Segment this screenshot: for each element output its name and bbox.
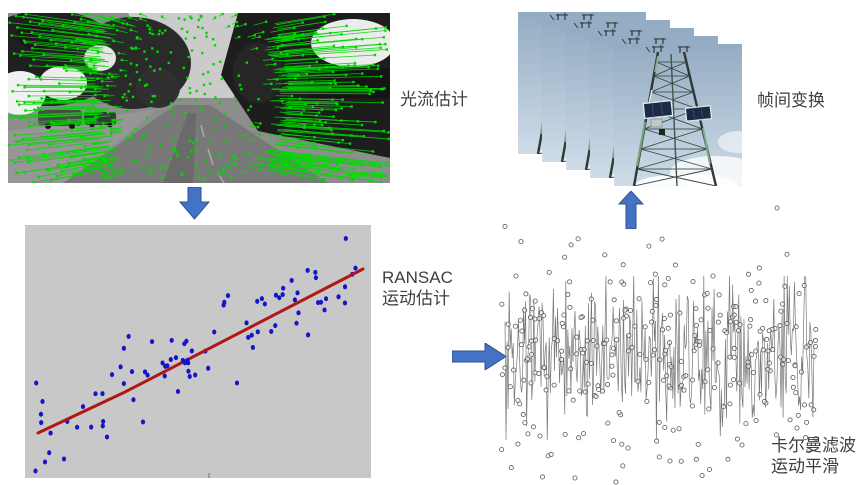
arrow-up-icon [618,191,644,229]
kalman-label-line1: 卡尔曼滤波 [771,436,856,455]
frame-stack [518,12,750,188]
optical-flow-tracks [8,13,390,183]
optical-flow-image [8,13,390,183]
ransac-label-line1: RANSAC [382,268,453,287]
kalman-signal-plot [499,205,819,485]
frame-image [614,44,742,186]
arrow-right-icon [452,343,507,370]
ransac-label: RANSAC 运动估计 [382,267,453,309]
arrow-down-icon [178,187,211,220]
frame-transform-label: 帧间变换 [757,91,825,110]
kalman-label: 卡尔曼滤波 运动平滑 [771,435,856,477]
ransac-label-line2: 运动估计 [382,289,450,308]
optical-flow-label: 光流估计 [400,90,468,109]
street-scene [8,13,390,183]
ransac-plot [25,225,371,478]
kalman-label-line2: 运动平滑 [771,457,839,476]
